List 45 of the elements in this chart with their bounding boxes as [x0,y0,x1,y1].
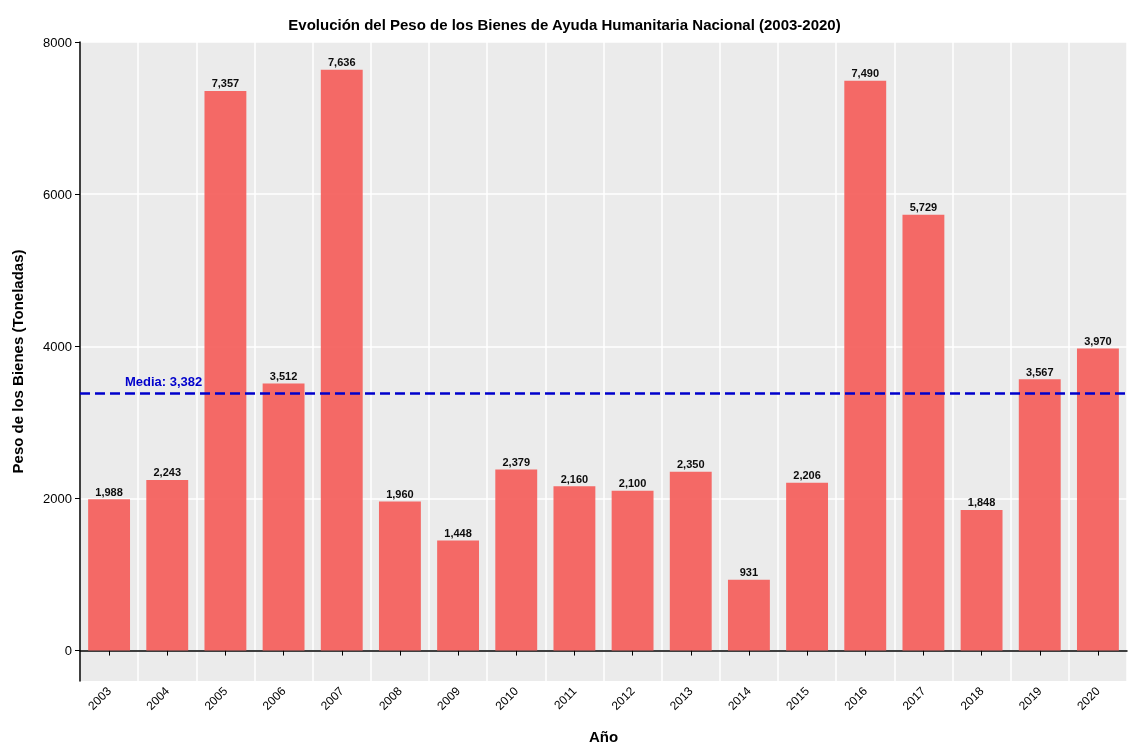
data-label: 3,567 [1025,365,1054,378]
bar [378,501,421,651]
data-label: 931 [739,566,759,579]
y-tick-label: 6000 [43,186,72,202]
data-label: 2,206 [793,469,821,482]
data-label: 2,100 [618,477,647,490]
y-tick-label: 0 [64,643,72,659]
bar [88,499,131,651]
ref-line-label: Media: 3,382 [125,374,203,390]
bar [1018,379,1061,651]
data-label: 2,243 [153,466,182,479]
data-label: 2,379 [502,456,531,469]
data-label: 1,848 [967,496,996,509]
y-axis-title: Peso de los Bienes (Toneladas) [9,249,26,474]
x-axis-title: Año [588,728,619,745]
bar [437,540,480,651]
y-tick-label: 4000 [43,338,72,354]
data-label: 7,357 [211,77,240,90]
bar [320,69,363,651]
bar [960,509,1003,651]
data-label: 7,636 [327,56,356,69]
bar [611,490,654,651]
bar [786,482,829,651]
bar [204,90,247,651]
bar [844,80,887,651]
data-label: 1,960 [386,487,414,500]
data-label: 3,512 [269,369,298,382]
bar [669,471,712,651]
data-label: 5,729 [909,201,938,214]
data-label: 7,490 [851,67,880,80]
bar [902,214,945,651]
chart-title: Evolución del Peso de los Bienes de Ayuda Humanitaria Nacional (2003-2020) [288,16,841,33]
y-tick-label: 8000 [43,34,72,50]
data-label: 3,970 [1084,335,1112,348]
data-label: 1,988 [95,485,123,498]
data-label: 2,160 [560,472,589,485]
bar [146,479,189,651]
data-label: 2,350 [676,458,705,471]
bar [727,579,770,651]
y-tick-label: 2000 [43,490,72,506]
bar [495,469,538,651]
bar [262,383,305,651]
data-label: 1,448 [444,526,472,539]
bar [553,486,596,651]
bar [1076,348,1119,651]
